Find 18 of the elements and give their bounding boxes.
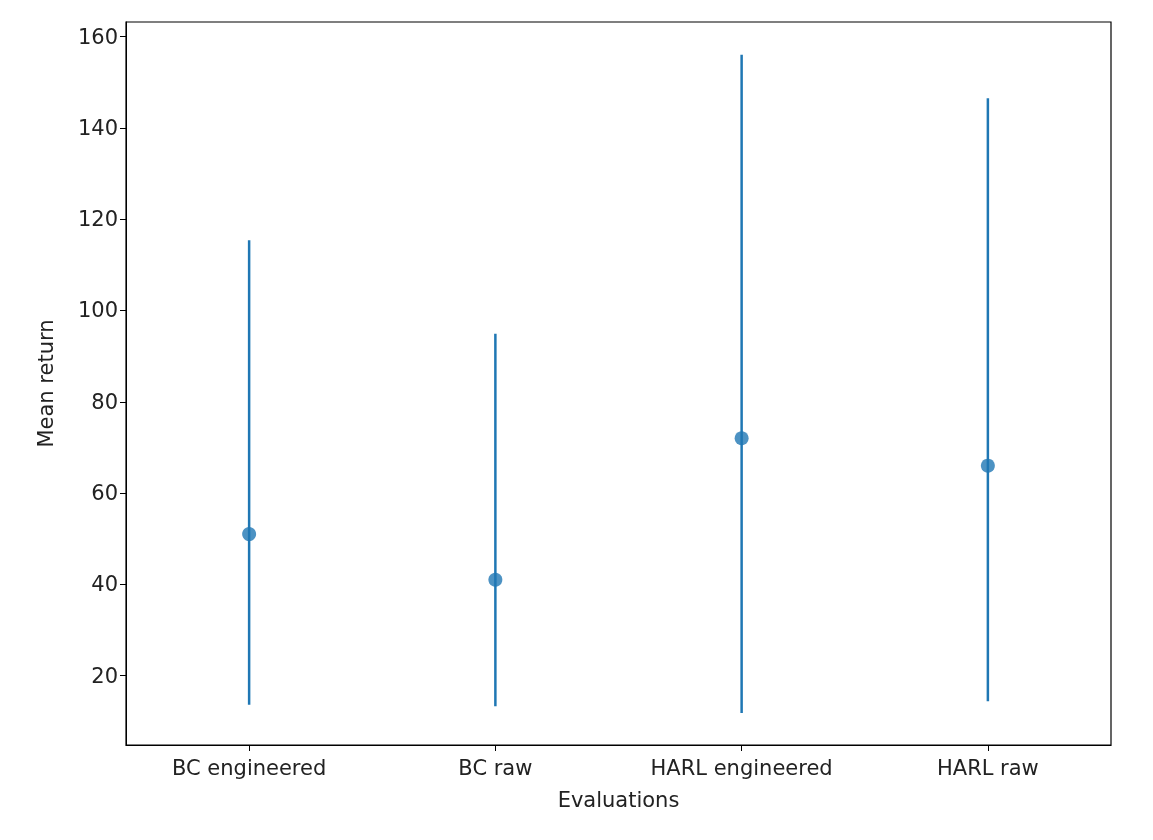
point xyxy=(734,431,749,446)
x-axis-title: Evaluations xyxy=(557,787,680,812)
point xyxy=(242,527,257,542)
point xyxy=(980,458,995,473)
y-tick-label: 80 xyxy=(91,389,118,414)
x-tick-label: HARL engineered xyxy=(650,755,833,780)
y-tick-label: 120 xyxy=(77,207,118,232)
x-tick-label: HARL raw xyxy=(936,755,1039,780)
y-axis-title: Mean return xyxy=(33,319,58,448)
y-tick-label: 140 xyxy=(77,115,118,140)
y-tick-label: 100 xyxy=(77,298,118,323)
x-tick-label: BC engineered xyxy=(171,755,327,780)
y-tick-label: 60 xyxy=(91,481,118,506)
y-tick-label: 160 xyxy=(77,24,118,49)
point xyxy=(488,572,503,587)
y-tick-label: 20 xyxy=(91,663,118,688)
x-tick-label: BC raw xyxy=(458,755,533,780)
y-tick-label: 40 xyxy=(91,572,118,597)
